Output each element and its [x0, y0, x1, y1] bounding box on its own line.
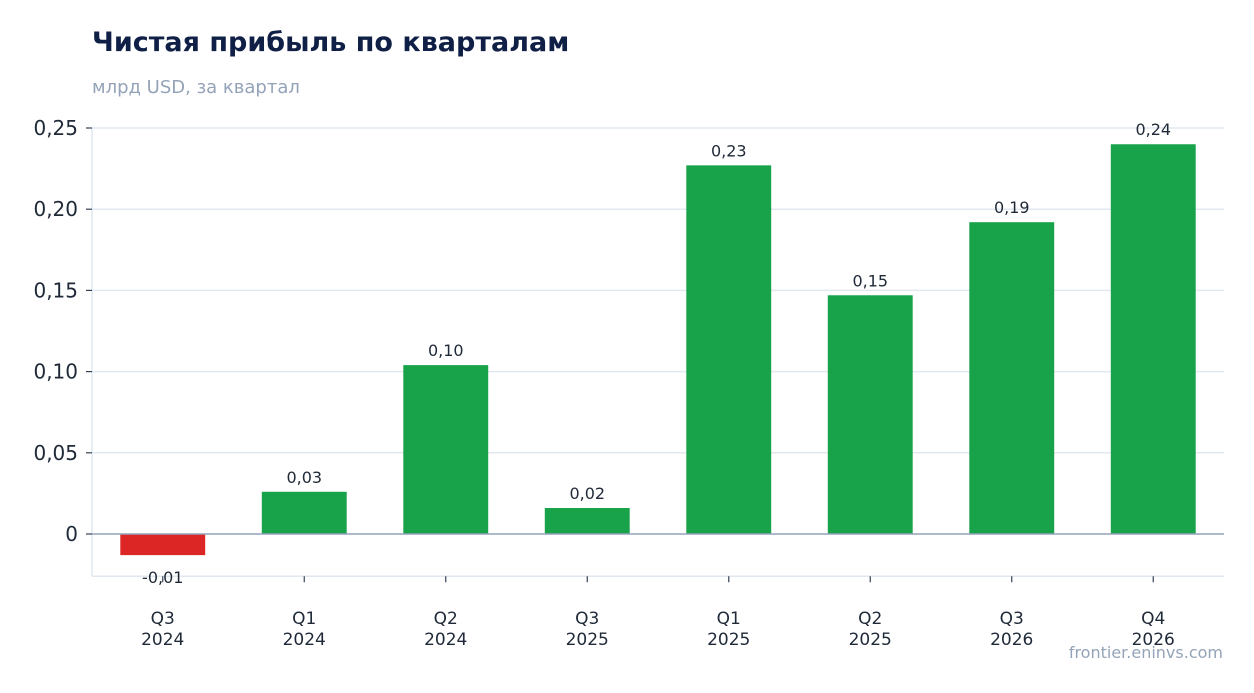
bar — [544, 508, 630, 534]
x-tick-label: Q3 2025 — [566, 609, 609, 650]
y-tick-label: 0 — [65, 522, 78, 546]
chart-title: Чистая прибыль по кварталам — [92, 27, 570, 58]
bar — [686, 165, 772, 535]
x-tick-label: Q2 2025 — [849, 609, 892, 650]
x-tick-label: Q3 2026 — [990, 609, 1033, 650]
y-tick-label: 0,20 — [33, 197, 78, 221]
y-tick-label: 0,15 — [33, 278, 78, 302]
y-tick-label: 0,10 — [33, 360, 78, 384]
bar — [1110, 144, 1196, 535]
x-tick-label: Q1 2024 — [283, 609, 326, 650]
bar — [969, 222, 1055, 534]
y-tick-label: 0,25 — [33, 116, 78, 140]
data-label: 0,19 — [994, 198, 1030, 217]
x-tick-label: Q4 2026 — [1132, 609, 1175, 650]
x-tick-label: Q2 2024 — [424, 609, 467, 650]
data-label: 0,15 — [852, 271, 888, 290]
data-label: 0,10 — [428, 341, 464, 360]
bar — [827, 295, 913, 534]
data-label: 0,24 — [1135, 120, 1171, 139]
data-label: 0,02 — [569, 484, 605, 503]
data-label: 0,03 — [286, 468, 322, 487]
x-tick-label: Q1 2025 — [707, 609, 750, 650]
bar — [403, 365, 489, 534]
chart-subtitle: млрд USD, за квартал — [92, 77, 300, 98]
source-label: frontier.eninvs.com — [1068, 643, 1223, 662]
data-label: 0,23 — [711, 141, 747, 160]
y-tick-label: 0,05 — [33, 441, 78, 465]
bar — [261, 491, 347, 534]
x-tick-label: Q3 2024 — [141, 609, 184, 650]
bar — [120, 534, 206, 556]
